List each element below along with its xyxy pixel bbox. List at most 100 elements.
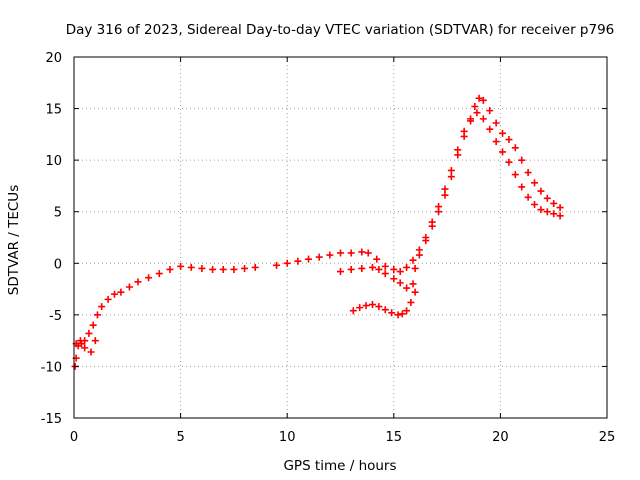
data-point [460,132,468,140]
data-point [91,337,99,345]
data-point [396,268,404,276]
data-point [505,136,513,144]
data-point [511,144,519,152]
data-point [368,301,376,309]
x-tick-label: 25 [599,430,616,445]
data-point [230,265,238,273]
data-point [373,255,381,263]
data-point [198,264,206,272]
data-point [337,268,344,276]
data-point [492,138,500,146]
data-point [415,251,423,259]
plot-frame [73,56,608,419]
data-point [403,284,411,292]
data-point [518,183,526,191]
data-point [388,309,396,317]
data-point [550,210,558,218]
data-point [375,303,383,311]
data-point [315,253,323,261]
y-tick-label: 20 [45,51,62,66]
y-tick-label: 10 [45,154,62,169]
data-point [454,151,462,159]
data-point [447,173,455,181]
data-point [550,199,558,207]
data-point [89,321,97,329]
data-point [326,251,334,259]
data-point [447,166,455,174]
data-point [428,222,436,230]
grid-lines [74,57,607,418]
x-tick-label: 5 [176,430,184,445]
x-tick-label: 20 [492,430,509,445]
data-point [479,96,487,104]
data-point [85,329,93,337]
data-point [543,208,551,216]
data-point [486,107,494,115]
x-axis-label: GPS time / hours [283,458,396,474]
data-point [347,249,355,257]
x-tick-label: 10 [279,430,296,445]
data-point [362,302,370,310]
data-point [375,265,383,273]
data-point [471,103,479,111]
data-point [251,263,259,271]
data-point [273,261,281,269]
data-point [531,179,539,187]
axis-ticks: 0 5 10 15 20 25 -15 -10 -5 0 5 10 15 20 [41,51,616,445]
data-point [475,94,483,102]
data-point [531,200,539,208]
data-point [486,125,494,133]
series-sdtvar-secondary [72,109,564,356]
chart-title: Day 316 of 2023, Sidereal Day-to-day VTE… [66,22,615,38]
data-point [358,248,366,256]
data-point [241,264,249,272]
data-point [441,185,449,193]
data-point [403,307,411,315]
data-point [479,115,487,123]
data-point [111,290,119,298]
y-tick-label: 5 [54,206,62,221]
y-axis-label: SDTVAR / TECUs [6,185,22,295]
data-point [117,288,125,296]
data-point [390,275,398,283]
data-point [435,208,443,216]
y-tick-label: -10 [41,360,62,375]
data-point [398,310,406,318]
data-point [381,262,389,270]
data-point [76,337,84,345]
data-point [283,259,291,267]
data-points [71,94,564,370]
data-point [556,204,564,212]
y-tick-label: 15 [45,103,62,118]
data-point [155,270,163,278]
data-point [407,298,415,306]
y-tick-label: -5 [49,309,62,324]
data-point [349,307,357,315]
data-point [499,148,507,156]
data-point [467,117,475,125]
data-point [396,279,404,287]
data-point [358,264,366,272]
data-point [356,304,364,312]
data-point [492,119,500,127]
data-point [381,306,389,314]
data-point [337,249,344,257]
data-point [187,263,195,271]
data-point [219,265,227,273]
data-point [499,129,507,137]
data-point [166,265,174,273]
data-point [411,288,419,296]
data-point [473,109,481,117]
data-point [441,191,449,199]
data-point [98,303,106,311]
data-point [511,171,519,179]
data-point [411,264,419,272]
data-point [87,348,95,356]
series-sdtvar-lower-segment [349,288,419,319]
data-point [505,158,513,166]
data-point [556,212,564,220]
data-point [524,193,532,201]
x-tick-label: 15 [386,430,403,445]
data-point [93,311,101,319]
